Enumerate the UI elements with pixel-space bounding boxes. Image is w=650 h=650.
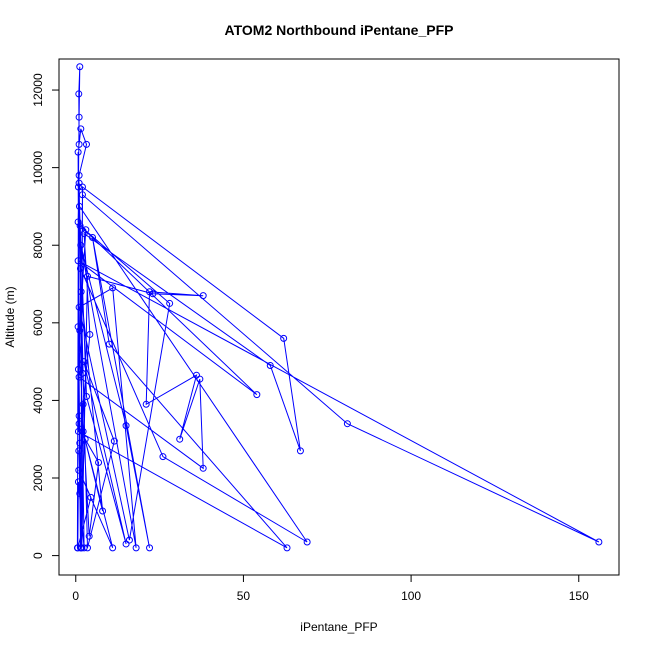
- data-point: [166, 299, 174, 307]
- x-axis: 0 50 100 150: [72, 574, 589, 603]
- data-point: [105, 340, 113, 348]
- data-point: [283, 544, 291, 552]
- x-tick-label: 150: [569, 589, 589, 603]
- data-point: [80, 358, 88, 366]
- data-point: [75, 179, 83, 187]
- data-point: [280, 334, 288, 342]
- y-tick-label: 12000: [31, 73, 45, 107]
- data-point: [75, 202, 83, 210]
- data-point: [159, 453, 167, 461]
- y-axis-label: Altitude (m): [3, 286, 17, 347]
- data-point: [89, 233, 97, 241]
- data-point: [76, 265, 84, 273]
- data-point: [110, 437, 118, 445]
- data-point: [122, 540, 130, 548]
- data-point: [75, 447, 83, 455]
- x-tick-label: 0: [72, 589, 79, 603]
- data-point: [146, 544, 154, 552]
- y-tick-label: 6000: [31, 309, 45, 336]
- data-point: [74, 148, 82, 156]
- data-point: [149, 290, 157, 298]
- y-tick-label: 0: [31, 552, 45, 559]
- data-point: [132, 544, 140, 552]
- data-point: [76, 63, 84, 71]
- data-point: [303, 538, 311, 546]
- y-axis: 0 2000 4000 6000 8000 10000 12000: [31, 73, 60, 559]
- data-point: [122, 422, 130, 430]
- data-point: [95, 458, 103, 466]
- y-tick-label: 8000: [31, 232, 45, 259]
- data-point: [80, 544, 88, 552]
- data-point: [199, 464, 207, 472]
- data-point: [82, 140, 90, 148]
- data-point: [196, 375, 204, 383]
- data-point: [79, 400, 87, 408]
- data-point: [74, 218, 82, 226]
- plot-area: [73, 63, 603, 552]
- data-point: [87, 493, 95, 501]
- data-point: [74, 427, 82, 435]
- data-point: [253, 391, 261, 399]
- data-point: [86, 330, 94, 338]
- data-point: [176, 435, 184, 443]
- y-tick-label: 10000: [31, 151, 45, 185]
- data-point: [82, 226, 90, 234]
- data-point: [75, 303, 83, 311]
- data-point: [74, 478, 82, 486]
- data-point: [109, 284, 117, 292]
- data-point: [77, 288, 85, 296]
- data-point: [146, 288, 154, 296]
- data-point: [266, 361, 274, 369]
- x-tick-label: 50: [237, 589, 251, 603]
- data-point: [74, 365, 82, 373]
- data-point: [75, 466, 83, 474]
- data-point: [75, 171, 83, 179]
- data-point: [343, 420, 351, 428]
- data-point: [77, 241, 85, 249]
- data-point: [79, 427, 87, 435]
- data-point: [75, 90, 83, 98]
- data-point: [76, 439, 84, 447]
- data-point: [85, 532, 93, 540]
- data-point: [84, 544, 92, 552]
- data-point: [75, 412, 83, 420]
- x-axis-label: iPentane_PFP: [300, 620, 377, 634]
- data-point: [76, 327, 84, 335]
- data-point: [77, 125, 85, 133]
- data-point: [80, 230, 88, 238]
- series-line: [76, 66, 600, 549]
- y-tick-label: 4000: [31, 387, 45, 414]
- data-point: [76, 222, 84, 230]
- data-point: [78, 191, 86, 199]
- y-tick-label: 2000: [31, 464, 45, 491]
- data-point: [84, 272, 92, 280]
- data-point: [142, 400, 150, 408]
- data-point: [74, 183, 82, 191]
- data-point: [99, 507, 107, 515]
- x-tick-label: 100: [401, 589, 421, 603]
- data-point: [75, 113, 83, 121]
- data-point: [75, 140, 83, 148]
- data-point: [78, 369, 86, 377]
- data-point: [82, 393, 90, 401]
- data-point: [74, 257, 82, 265]
- chart-title: ATOM2 Northbound iPentane_PFP: [225, 22, 454, 38]
- plot-frame: [58, 58, 620, 576]
- data-point: [74, 323, 82, 331]
- data-point: [76, 490, 84, 498]
- data-point: [109, 544, 117, 552]
- data-point: [199, 292, 207, 300]
- data-point: [75, 420, 83, 428]
- data-point: [595, 538, 603, 546]
- data-point: [81, 435, 89, 443]
- data-point: [296, 447, 304, 455]
